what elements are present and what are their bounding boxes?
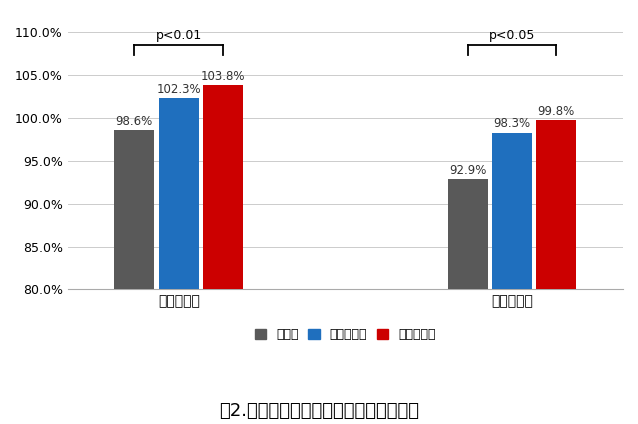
Bar <box>447 179 487 290</box>
Text: 92.9%: 92.9% <box>449 164 486 177</box>
Text: p<0.01: p<0.01 <box>156 28 202 42</box>
Text: 103.8%: 103.8% <box>201 70 246 83</box>
Bar <box>492 133 532 290</box>
Text: p<0.05: p<0.05 <box>489 28 535 42</box>
Text: 嘷2.　平均パワーと最大パワーの変化率: 嘷2. 平均パワーと最大パワーの変化率 <box>219 402 419 420</box>
Bar <box>114 130 154 290</box>
Text: 99.8%: 99.8% <box>538 104 575 117</box>
Bar <box>204 85 243 290</box>
Text: 102.3%: 102.3% <box>156 83 201 96</box>
Bar <box>537 120 576 290</box>
Text: 98.3%: 98.3% <box>493 117 531 130</box>
Legend: 無入浴, さら湯入浴, 入浴剤入浴: 無入浴, さら湯入浴, 入浴剤入浴 <box>252 326 438 344</box>
Text: 98.6%: 98.6% <box>115 115 153 128</box>
Bar <box>159 98 199 290</box>
